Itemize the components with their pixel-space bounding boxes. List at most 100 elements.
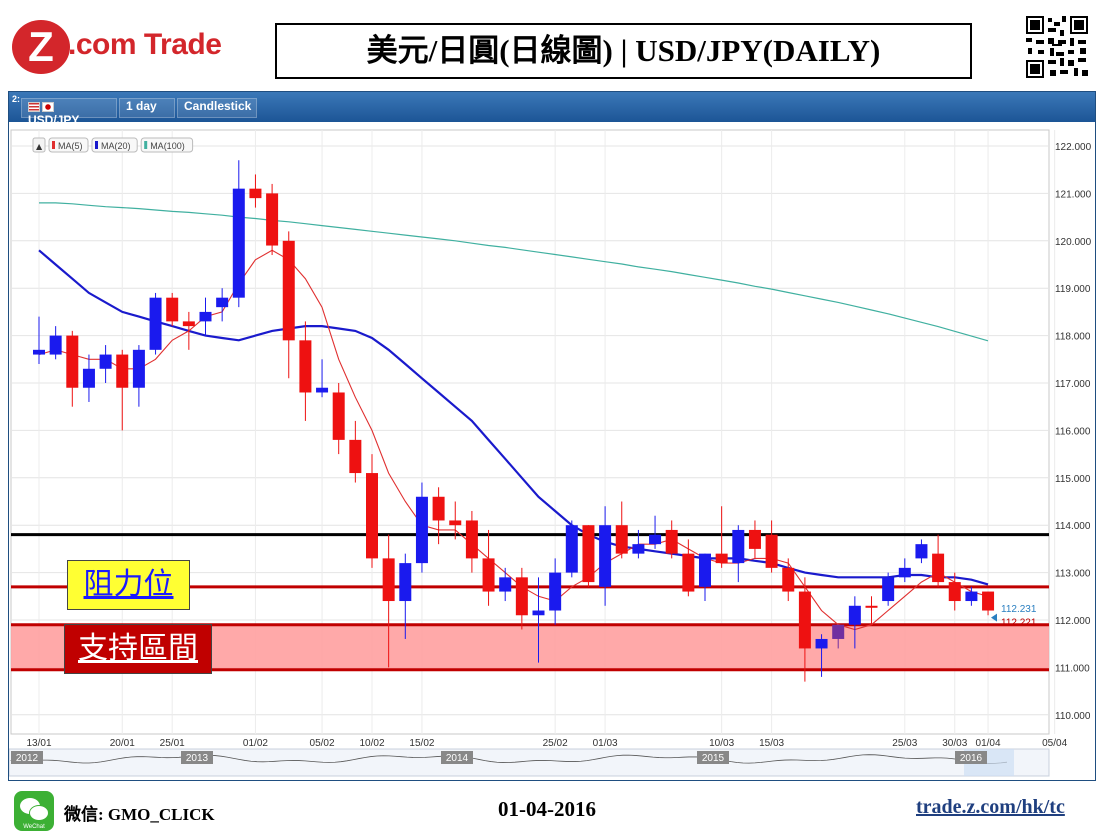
y-tick-label: 120.000 — [1055, 237, 1092, 248]
y-tick-label: 121.000 — [1055, 189, 1092, 200]
candle-body — [615, 525, 628, 554]
legend-swatch — [95, 141, 98, 149]
logo-text: .com Trade — [68, 28, 222, 61]
legend-label: MA(20) — [101, 141, 131, 151]
y-tick-label: 116.000 — [1055, 426, 1091, 437]
candle-body — [815, 638, 828, 649]
x-tick-label: 10/03 — [709, 738, 734, 749]
candle-body — [649, 534, 662, 545]
chart-panel[interactable]: 2: USD/JPY 1 day Candlestick 122.000 121.… — [8, 91, 1096, 781]
navigator-strip — [9, 748, 1050, 777]
candle-body — [316, 387, 329, 393]
navigator-year-badge — [441, 751, 473, 764]
candle-body — [632, 544, 645, 554]
y-tick-label: 113.000 — [1055, 569, 1091, 580]
price-arrow-icon — [991, 613, 997, 622]
symbol-selector[interactable]: USD/JPY — [21, 98, 117, 127]
qr-code-icon — [1024, 14, 1090, 80]
page-title: 美元/日圓(日線圖) | USD/JPY(DAILY) — [275, 23, 972, 79]
y-tick-label: 118.000 — [1055, 332, 1091, 343]
legend-label: MA(5) — [58, 141, 83, 151]
ma5-line — [38, 249, 989, 631]
candle-body — [82, 368, 95, 388]
candle-body — [848, 605, 861, 625]
y-tick-label: 111.000 — [1055, 663, 1090, 674]
y-tick-label: 119.000 — [1055, 284, 1091, 295]
candle-body — [482, 558, 495, 592]
candle-body — [66, 335, 79, 388]
legend-chip — [140, 137, 194, 153]
candle-body — [232, 188, 245, 298]
candle-body — [182, 321, 195, 327]
y-tick-label: 114.000 — [1055, 521, 1091, 532]
navigator-year-badge — [955, 751, 987, 764]
y-tick-label: 110.000 — [1055, 711, 1091, 722]
ma20-line — [38, 249, 989, 586]
navigator-year-badge — [697, 751, 729, 764]
x-tick-label: 05/04 — [1042, 738, 1067, 749]
y-tick-label: 117.000 — [1055, 379, 1091, 390]
interval-selector[interactable]: 1 day — [119, 98, 175, 118]
x-tick-label: 10/02 — [359, 738, 384, 749]
legend-chip — [48, 137, 89, 153]
candlestick-chart: 122.000 121.000 120.000 119.000 118.000 117.0… — [9, 129, 1092, 777]
candle-body — [932, 553, 945, 583]
navigator-line — [10, 754, 1008, 764]
candle-body — [882, 577, 895, 602]
candle-body — [366, 473, 378, 559]
wechat-icon: WeChat — [14, 791, 54, 831]
x-tick-label: 01/03 — [593, 738, 618, 749]
x-tick-label: 15/02 — [409, 738, 434, 749]
x-tick-label: 01/04 — [976, 738, 1001, 749]
navigator-year-badge — [11, 751, 43, 764]
report-date: 01-04-2016 — [498, 797, 596, 821]
x-tick-label: 30/03 — [942, 738, 967, 749]
navigator-year-label: 2014 — [446, 753, 469, 764]
x-tick-label: 25/01 — [160, 738, 185, 749]
navigator-year-badge — [181, 751, 213, 764]
price-tag-ask: 112.221 — [1001, 618, 1037, 629]
candle-body — [965, 591, 978, 602]
x-tick-label: 20/01 — [110, 738, 135, 749]
candle-body — [432, 496, 445, 521]
x-tick-label: 13/01 — [26, 738, 51, 749]
candle-body — [699, 553, 711, 587]
candle-body — [532, 610, 545, 616]
candle-body — [266, 193, 279, 246]
chart-style-selector[interactable]: Candlestick — [177, 98, 257, 118]
resistance-label: 阻力位 — [67, 560, 190, 610]
candle-body — [249, 188, 262, 199]
candle-body — [765, 534, 778, 568]
candle-body — [415, 496, 428, 564]
candle-body — [832, 624, 845, 639]
panel-index: 2: — [12, 94, 21, 104]
candle-body — [948, 582, 961, 602]
website-link[interactable]: trade.z.com/hk/tc — [916, 796, 1065, 818]
candle-body — [665, 529, 678, 554]
price-tag-bid: 112.231 — [1001, 604, 1037, 615]
support-label: 支持區間 — [64, 624, 212, 674]
y-tick-label: 122.000 — [1055, 142, 1092, 153]
candle-body — [865, 605, 878, 608]
navigator-year-label: 2015 — [702, 753, 725, 764]
navigator-year-label: 2012 — [16, 753, 39, 764]
y-tick-label: 115.000 — [1055, 474, 1091, 485]
candle-body — [332, 392, 345, 440]
candle-body — [682, 553, 695, 592]
candle-body — [798, 591, 811, 649]
legend-chip — [91, 137, 138, 153]
navigator-year-label: 2013 — [186, 753, 209, 764]
candle-body — [99, 354, 112, 369]
x-tick-label: 25/03 — [892, 738, 917, 749]
japan-flag-icon — [42, 101, 54, 112]
navigator-year-label: 2016 — [960, 753, 983, 764]
candle-body — [33, 349, 45, 355]
candle-body — [216, 297, 229, 308]
candle-body — [282, 240, 295, 341]
candle-body — [732, 529, 745, 564]
candle-body — [299, 340, 312, 393]
ma100-line — [39, 202, 989, 342]
symbol-label: USD/JPY — [28, 113, 80, 127]
chart-toolbar: 2: USD/JPY 1 day Candlestick — [9, 92, 1095, 127]
legend-collapse-icon: ▲ — [36, 142, 43, 151]
